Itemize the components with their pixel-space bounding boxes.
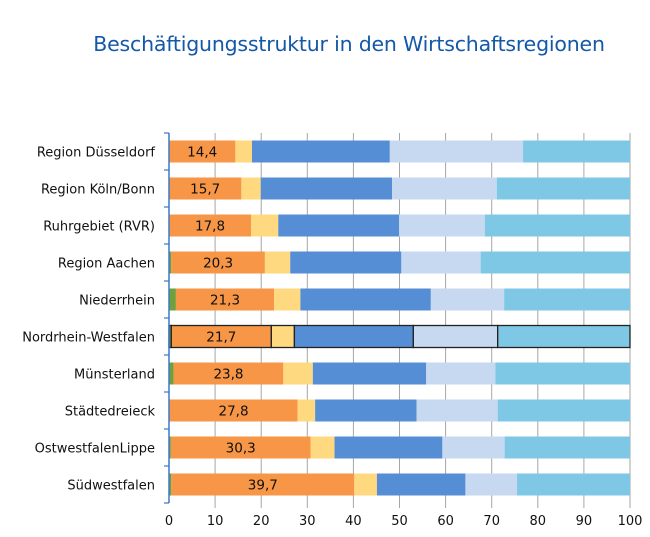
data-label: 27,8 <box>219 404 249 420</box>
bar-segment-segment-5 <box>442 436 505 459</box>
bar-segment-segment-6 <box>523 140 630 163</box>
data-label: 21,7 <box>206 330 236 346</box>
data-label: 17,8 <box>195 219 225 235</box>
x-tick-label: 30 <box>299 514 316 529</box>
bar-segment-segment-2 <box>170 436 311 459</box>
category-label: OstwestfalenLippe <box>35 442 155 457</box>
category-label: Ruhrgebiet (RVR) <box>43 220 155 235</box>
axes: 0 10 20 30 40 50 60 70 80 90 100 Region Düsseldorf R… <box>22 132 643 529</box>
bar-segment-segment-5 <box>426 362 496 385</box>
data-label: 23,8 <box>213 367 243 383</box>
bar-segment-segment-5 <box>392 177 497 200</box>
x-tick-label: 100 <box>618 514 643 529</box>
x-tick-label: 40 <box>345 514 362 529</box>
x-tick-label: 90 <box>576 514 593 529</box>
bar-segment-segment-6 <box>504 436 630 459</box>
bar-segment-segment-4 <box>300 288 431 311</box>
bar-segment-segment-2 <box>175 288 275 311</box>
bar-segment-segment-3 <box>274 288 301 311</box>
data-labels: 14,4 15,7 17,8 20,3 21,3 21,7 23,8 27,8 30,3 39,7 <box>187 145 278 494</box>
bar-segment-segment-3 <box>235 140 252 163</box>
bar-segment-segment-3 <box>241 177 261 200</box>
bar-segment-segment-3 <box>270 324 296 349</box>
bar-segment-segment-6 <box>484 214 630 237</box>
chart-title: Beschäftigungsstruktur in den Wirtschaft… <box>93 32 605 56</box>
category-label: Region Düsseldorf <box>37 146 156 161</box>
bar-segment-segment-2 <box>169 177 242 200</box>
data-label: 20,3 <box>203 256 233 272</box>
bar-segment-segment-6 <box>504 288 630 311</box>
x-tick-label: 80 <box>530 514 547 529</box>
bar-segment-segment-3 <box>354 473 377 496</box>
bar-segment-segment-3 <box>264 251 291 274</box>
bar-segment-segment-3 <box>251 214 279 237</box>
category-label: Niederrhein <box>79 294 155 309</box>
bar-segment-segment-4 <box>312 362 427 385</box>
bar-segment-segment-6 <box>517 473 630 496</box>
bar-segment-segment-5 <box>416 399 498 422</box>
bar-segment-segment-4 <box>251 140 390 163</box>
bar-segment-segment-4 <box>334 436 443 459</box>
bar-segment-segment-2 <box>171 251 265 274</box>
bar-segment-segment-6 <box>497 324 631 349</box>
bar-segment-segment-1 <box>169 362 174 385</box>
bar-segment-segment-6 <box>480 251 630 274</box>
data-label: 39,7 <box>248 478 278 494</box>
bar-segment-segment-2 <box>169 140 236 163</box>
bar-segment-segment-6 <box>495 362 630 385</box>
bar-segment-segment-6 <box>496 177 630 200</box>
bar-segment-segment-2 <box>169 214 252 237</box>
data-label: 30,3 <box>226 441 256 457</box>
x-tick-label: 50 <box>391 514 408 529</box>
data-label: 15,7 <box>190 182 220 198</box>
bar-segment-segment-2 <box>171 473 355 496</box>
category-label: Region Köln/Bonn <box>41 183 155 198</box>
bar-segment-segment-4 <box>293 324 414 349</box>
category-label: Städtedreieck <box>65 405 156 420</box>
category-label: Südwestfalen <box>67 479 155 494</box>
bar-segment-segment-3 <box>297 399 316 422</box>
category-label: Nordrhein-Westfalen <box>22 331 155 346</box>
x-tick-label: 10 <box>207 514 224 529</box>
bar-segment-segment-5 <box>401 251 481 274</box>
bar-segment-segment-2 <box>169 399 298 422</box>
bar-segment-segment-2 <box>173 362 284 385</box>
bar-segment-segment-5 <box>412 324 499 349</box>
bar-segment-segment-6 <box>497 399 630 422</box>
bar-segment-segment-4 <box>290 251 402 274</box>
x-tick-label: 0 <box>165 514 173 529</box>
data-label: 14,4 <box>187 145 217 161</box>
bar-segment-segment-4 <box>315 399 417 422</box>
x-tick-label: 70 <box>483 514 500 529</box>
bar-segment-segment-5 <box>389 140 524 163</box>
bar-segment-segment-4 <box>278 214 400 237</box>
bar-segment-segment-5 <box>465 473 518 496</box>
bar-segment-segment-1 <box>169 473 172 496</box>
bar-segment-segment-5 <box>430 288 505 311</box>
bar-segment-segment-4 <box>260 177 393 200</box>
bar-segment-segment-3 <box>283 362 313 385</box>
category-label: Münsterland <box>74 368 155 383</box>
category-label: Region Aachen <box>58 257 155 272</box>
bars <box>168 140 631 496</box>
bar-segment-segment-1 <box>169 436 171 459</box>
bar-segment-segment-1 <box>169 288 176 311</box>
data-label: 21,3 <box>210 293 240 309</box>
bar-segment-segment-4 <box>376 473 466 496</box>
x-tick-label: 60 <box>437 514 454 529</box>
bar-segment-segment-5 <box>399 214 485 237</box>
bar-segment-segment-3 <box>310 436 335 459</box>
bar-segment-segment-1 <box>169 251 172 274</box>
x-tick-label: 20 <box>253 514 270 529</box>
